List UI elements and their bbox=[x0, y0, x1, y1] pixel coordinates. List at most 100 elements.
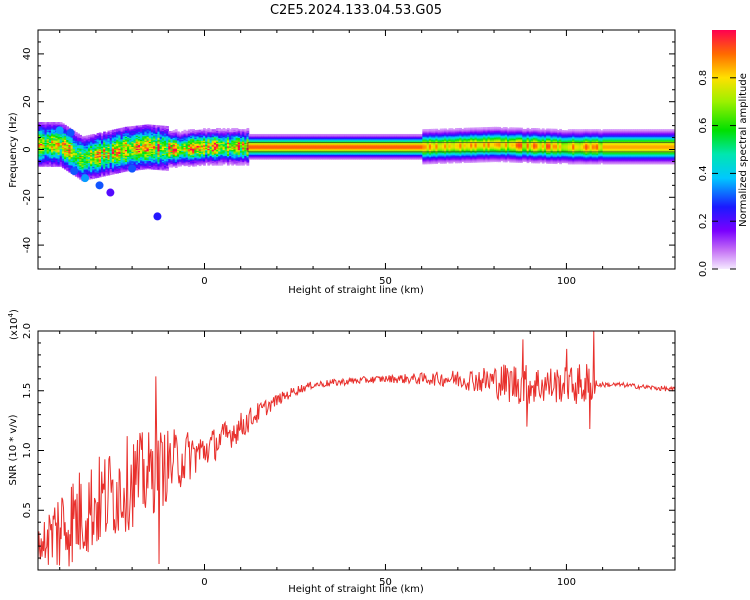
spectrogram-cell bbox=[224, 138, 228, 141]
spectrogram-cell bbox=[109, 130, 113, 132]
spectrogram-cell bbox=[90, 173, 93, 176]
spectrogram-cell bbox=[198, 145, 202, 147]
spectrogram-cell bbox=[83, 165, 87, 168]
spectrogram-cell bbox=[218, 132, 222, 135]
spectrogram-cell bbox=[346, 135, 350, 137]
spectrogram-cell bbox=[398, 143, 402, 146]
spectrogram-cell bbox=[172, 140, 176, 143]
spectrogram-cell bbox=[168, 164, 172, 167]
spectrogram-cell bbox=[140, 132, 143, 135]
spectrogram-cell bbox=[294, 133, 298, 136]
spectrogram-cell bbox=[346, 139, 350, 142]
spectrogram-cell bbox=[44, 162, 48, 165]
spectrogram-cell bbox=[129, 146, 132, 149]
spectrogram-cell bbox=[363, 153, 367, 155]
spectrogram-cell bbox=[161, 168, 165, 171]
spectrogram-cell bbox=[318, 145, 321, 148]
spectrogram-cell bbox=[46, 132, 50, 135]
spectrogram-cell bbox=[181, 153, 185, 156]
spectrogram-cell bbox=[148, 131, 152, 134]
spectrogram-cell bbox=[239, 131, 243, 134]
spectrogram-cell bbox=[363, 143, 367, 146]
spectrogram-cell bbox=[218, 155, 222, 158]
spectrogram-cell bbox=[383, 139, 387, 142]
spectrogram-cell bbox=[44, 150, 48, 153]
spectrogram-cell bbox=[248, 151, 252, 154]
spectrogram-cell bbox=[376, 143, 380, 146]
spectrogram-cell bbox=[187, 161, 191, 164]
spectrogram-cell bbox=[318, 150, 321, 153]
spectrogram-cell bbox=[226, 137, 230, 140]
spectrogram-cell bbox=[114, 166, 117, 169]
spectrogram-cell bbox=[70, 163, 74, 166]
spectrogram-cell bbox=[250, 149, 254, 152]
spectrogram-cell bbox=[385, 151, 389, 154]
spectrogram-cell bbox=[385, 147, 389, 149]
spectrogram-cell bbox=[118, 137, 122, 140]
spectrogram-cell bbox=[224, 154, 228, 157]
spectrogram-cell bbox=[207, 130, 211, 133]
spectrogram-cell bbox=[107, 137, 111, 140]
spectrogram-cell bbox=[51, 165, 54, 167]
spectrogram-cell bbox=[179, 132, 182, 135]
spectrogram-cell bbox=[64, 163, 67, 165]
spectrogram-cell bbox=[309, 142, 313, 145]
spectrogram-cell bbox=[157, 165, 161, 168]
spectrogram-cell bbox=[124, 141, 128, 143]
spectrogram-cell bbox=[342, 142, 345, 145]
spectrogram-cell bbox=[294, 150, 298, 153]
spectrogram-cell bbox=[409, 144, 413, 147]
spectrogram-cell bbox=[261, 139, 265, 142]
spectrogram-cell bbox=[268, 150, 271, 153]
spectrogram-cell bbox=[170, 161, 174, 163]
spectrogram-cell bbox=[166, 153, 169, 156]
spectrogram-cell bbox=[315, 147, 319, 149]
spectrogram-cell bbox=[328, 154, 332, 157]
spectrogram-cell bbox=[311, 143, 315, 146]
spectrogram-cell bbox=[300, 148, 304, 151]
spectrogram-cell bbox=[239, 157, 243, 160]
spectrogram-cell bbox=[266, 149, 269, 152]
spectrogram-cell bbox=[194, 130, 198, 132]
spectrogram-cell bbox=[211, 131, 215, 134]
spectrogram-cell bbox=[190, 163, 193, 166]
spectrogram-cell bbox=[237, 129, 241, 131]
spectrogram-cell bbox=[200, 152, 204, 154]
spectrogram-cell bbox=[81, 163, 85, 166]
spectrogram-cell bbox=[405, 139, 408, 142]
spectrogram-cell bbox=[376, 141, 380, 143]
spectrogram-cell bbox=[276, 137, 280, 140]
spectrogram-cell bbox=[237, 153, 241, 155]
spectrogram-cell bbox=[213, 147, 217, 149]
spectrogram-cell bbox=[346, 154, 350, 157]
spectrogram-cell bbox=[324, 148, 328, 151]
spectrogram-cell bbox=[248, 143, 252, 146]
spectrogram-cell bbox=[148, 134, 152, 136]
spectrogram-cell bbox=[174, 164, 178, 167]
spectrogram-cell bbox=[205, 160, 208, 163]
spectrogram-cell bbox=[40, 160, 43, 163]
spectrogram-cell bbox=[168, 154, 172, 157]
spectrogram-cell bbox=[387, 153, 391, 155]
spectrogram-cell bbox=[124, 156, 128, 159]
spectrogram-cell bbox=[361, 153, 365, 155]
spectrogram-cell bbox=[163, 159, 167, 162]
spectrogram-cell bbox=[120, 131, 124, 134]
spectrogram-cell bbox=[376, 153, 380, 155]
spectrogram-cell bbox=[355, 151, 358, 154]
spectrogram-cell bbox=[335, 154, 339, 157]
spectrogram-cell bbox=[328, 156, 332, 159]
spectrogram-cell bbox=[61, 143, 65, 146]
spectrogram-cell bbox=[66, 153, 69, 156]
spectrogram-cell bbox=[311, 137, 315, 140]
spectrogram-cell bbox=[57, 156, 61, 159]
spectrogram-cell bbox=[226, 161, 230, 164]
spectrogram-cell bbox=[344, 141, 347, 143]
spectrogram-cell bbox=[391, 151, 395, 154]
spectrogram-cell bbox=[124, 127, 128, 130]
spectrogram-cell bbox=[157, 126, 161, 129]
spectrogram-cell bbox=[298, 135, 302, 137]
spectrogram-cell bbox=[411, 143, 415, 146]
spectrogram-cell bbox=[372, 151, 376, 154]
